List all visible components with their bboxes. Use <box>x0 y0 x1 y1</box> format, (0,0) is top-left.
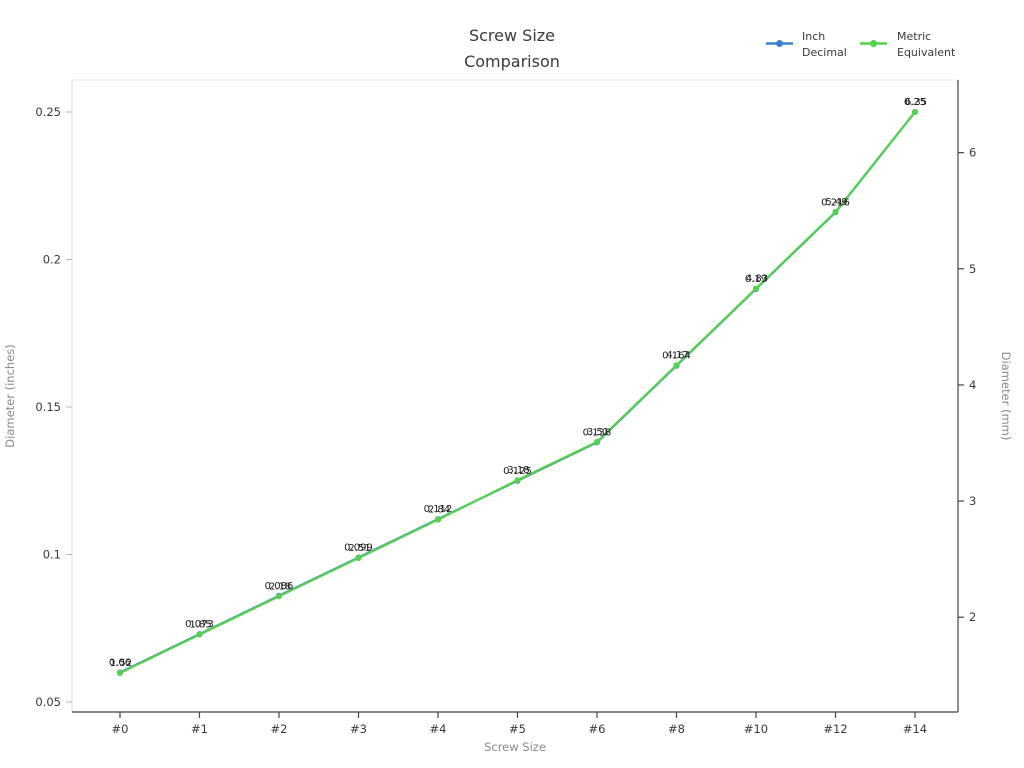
x-tick-label: #10 <box>744 722 768 736</box>
data-point-metric-equivalent <box>276 593 282 600</box>
series-line-metric-equivalent <box>118 110 917 675</box>
series-line-inch-decimal <box>118 110 917 674</box>
x-tick-label: #5 <box>509 722 526 736</box>
data-point-metric-equivalent <box>196 631 203 638</box>
y-right-axis-title: Diameter (mm) <box>999 352 1013 441</box>
point-label-mm: 3.18 <box>507 465 529 476</box>
point-label-inch: 0.112 <box>424 504 453 515</box>
point-label-inch: 0.06 <box>109 658 131 669</box>
point-label-inch: 0.138 <box>583 427 612 438</box>
point-label-mm: 2.18 <box>269 581 291 592</box>
x-tick-label: #6 <box>589 722 606 736</box>
chart-title-line1: Screw Size <box>469 26 555 45</box>
point-label-mm: 1.85 <box>189 620 211 631</box>
x-axis-title: Screw Size <box>484 740 546 754</box>
x-tick-label: #14 <box>903 722 927 736</box>
y-right-tick-label: 2 <box>969 610 976 624</box>
point-label-inch: 0.073 <box>185 619 214 630</box>
point-label-mm: 3.51 <box>587 427 609 438</box>
x-tick-label: #8 <box>668 722 685 736</box>
x-tick-label: #12 <box>823 722 847 736</box>
x-tick-label: #1 <box>191 722 208 736</box>
legend-label-inch: Inch <box>802 30 825 43</box>
data-point-metric-equivalent <box>117 669 123 676</box>
point-label-inch: 0.216 <box>821 197 850 208</box>
point-label-inch: 0.19 <box>745 274 767 285</box>
point-label-mm: 2.84 <box>428 505 450 516</box>
chart-title-line2: Comparison <box>464 52 560 71</box>
y-left-tick-label: 0.2 <box>43 253 61 267</box>
y-right-tick-label: 5 <box>969 262 976 276</box>
point-label-inch: 0.099 <box>344 542 373 553</box>
legend-label-equivalent: Equivalent <box>897 46 956 59</box>
point-label-mm: 4.17 <box>666 350 688 361</box>
point-label-mm: 2.51 <box>348 543 370 554</box>
y-left-tick-label: 0.15 <box>35 400 61 414</box>
data-point-metric-equivalent <box>355 554 362 561</box>
point-label-mm: 1.52 <box>110 658 132 669</box>
data-point-metric-equivalent <box>753 285 759 292</box>
legend: Inch Decimal Metric Equivalent <box>766 30 956 59</box>
data-point-metric-equivalent <box>594 438 600 445</box>
legend-label-metric: Metric <box>897 30 931 43</box>
point-label-mm: 6.35 <box>905 97 927 108</box>
y-left-tick-label: 0.05 <box>35 695 61 709</box>
legend-marker-metric-equivalent <box>870 40 877 47</box>
legend-marker-inch-decimal <box>776 40 783 47</box>
data-point-metric-equivalent <box>912 109 918 116</box>
data-point-metric-equivalent <box>673 362 680 369</box>
point-label-mm: 4.83 <box>746 274 768 285</box>
x-tick-label: #4 <box>430 722 447 736</box>
point-label-inch: 0.25 <box>904 97 926 108</box>
legend-item-inch-decimal[interactable]: Inch Decimal <box>766 30 847 59</box>
legend-item-metric-equivalent[interactable]: Metric Equivalent <box>860 30 956 59</box>
point-label-inch: 0.086 <box>265 581 294 592</box>
data-point-metric-equivalent <box>514 477 521 484</box>
x-tick-label: #0 <box>112 722 129 736</box>
point-label-mm: 5.49 <box>825 197 847 208</box>
y-left-tick-label: 0.1 <box>43 548 61 562</box>
y-left-tick-label: 0.25 <box>35 105 61 119</box>
y-right-tick-label: 4 <box>969 378 976 392</box>
legend-label-decimal: Decimal <box>802 46 847 59</box>
y-right-tick-label: 6 <box>969 146 976 160</box>
x-tick-label: #2 <box>271 722 288 736</box>
point-label-inch: 0.164 <box>662 351 691 362</box>
point-label-inch: 0.125 <box>503 466 532 477</box>
data-point-metric-equivalent <box>435 516 441 523</box>
x-tick-label: #3 <box>350 722 367 736</box>
plot-area: 0.05 0.1 0.15 0.2 0.25 2 3 4 5 6 #0 #1 #2 #3 #4 #5 #6 #8 #… <box>35 79 976 736</box>
y-left-axis-title: Diameter (inches) <box>3 344 17 447</box>
data-point-metric-equivalent <box>832 208 839 215</box>
y-right-tick-label: 3 <box>969 494 976 508</box>
